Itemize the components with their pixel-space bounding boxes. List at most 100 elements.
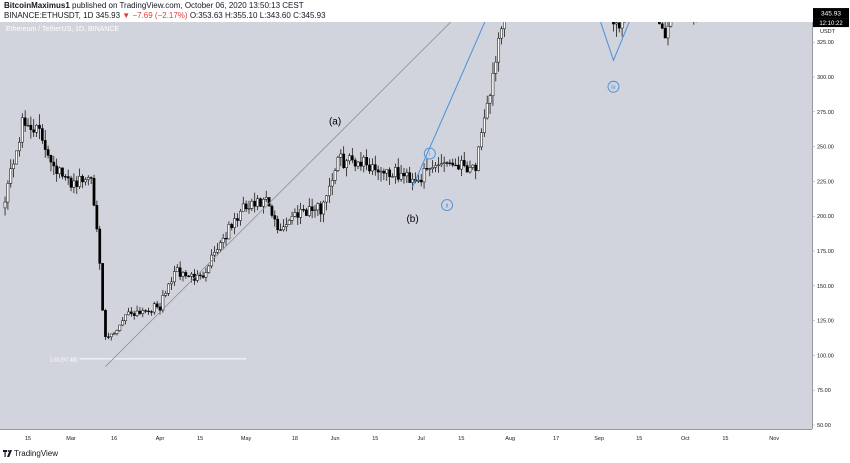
candle-up	[362, 156, 366, 167]
candle-down	[101, 263, 104, 311]
time-tick-label: 15	[372, 436, 378, 442]
candle-down	[454, 164, 457, 167]
candle-down	[198, 274, 202, 277]
candle-down	[276, 218, 280, 230]
price-tick-label: 100.00	[817, 353, 834, 359]
candle-up	[241, 203, 245, 212]
candle-up	[26, 124, 30, 127]
candle-up	[482, 117, 486, 133]
candle-down	[150, 311, 153, 313]
symbol-name: BINANCE:ETHUSDT, 1D	[4, 11, 94, 20]
high-value: H:355.10	[224, 11, 258, 20]
candle-up	[84, 179, 87, 183]
chart-plot-area[interactable]	[0, 22, 812, 429]
candle-down	[41, 128, 44, 141]
candle-down	[457, 164, 460, 170]
footer-brand[interactable]: TradingView	[14, 449, 59, 458]
candle-up	[385, 169, 389, 174]
candle-up	[422, 168, 426, 183]
candle-down	[253, 200, 257, 207]
close-value: C:345.93	[293, 11, 326, 20]
candle-up	[264, 197, 268, 200]
candle-down	[382, 170, 386, 174]
candle-down	[474, 164, 478, 171]
candle-down	[658, 22, 661, 25]
publish-info: published on TradingView.com, October 06…	[69, 1, 304, 10]
price-axis[interactable]	[812, 22, 850, 429]
candle-up	[339, 153, 343, 158]
time-tick-label: 15	[197, 436, 203, 442]
candle-up	[3, 201, 7, 209]
candle-down	[201, 275, 205, 278]
candle-up	[72, 180, 76, 188]
candle-up	[477, 146, 480, 171]
candle-up	[399, 172, 403, 180]
candle-up	[9, 168, 13, 184]
candle-up	[371, 164, 374, 172]
candle-down	[147, 310, 150, 313]
candle-down	[29, 124, 33, 131]
candle-up	[58, 167, 61, 174]
candle-up	[431, 167, 435, 170]
candle-up	[684, 0, 686, 10]
candle-down	[273, 215, 277, 220]
candle-down	[693, 3, 695, 18]
candle-up	[170, 281, 173, 285]
candle-down	[95, 205, 99, 230]
candle-up	[356, 161, 360, 167]
price-axis-labels: 50.00 75.00 100.00 125.00 150.00 175.00 200.00…	[812, 8, 849, 429]
candle-up	[112, 333, 116, 335]
candle-down	[75, 180, 79, 187]
candle-down	[305, 209, 308, 216]
candle-down	[129, 311, 133, 314]
time-tick-label: 15	[722, 436, 728, 442]
candle-down	[52, 161, 56, 167]
candle-down	[49, 155, 53, 163]
candle-up	[173, 271, 176, 283]
candle-up	[109, 333, 113, 338]
candle-down	[373, 164, 377, 171]
candle-up	[152, 303, 156, 313]
time-tick-label: 15	[25, 436, 31, 442]
candle-down	[681, 0, 683, 10]
time-axis[interactable]	[0, 429, 812, 445]
candle-up	[86, 177, 90, 180]
candle-down	[267, 197, 271, 207]
candle-up	[460, 160, 463, 170]
candle-down	[353, 159, 357, 167]
candle-down	[23, 117, 27, 126]
candle-down	[89, 177, 93, 179]
price-tick-label: 250.00	[817, 145, 834, 151]
candle-up	[696, 11, 698, 18]
candle-down	[279, 229, 282, 231]
candle-up	[221, 237, 225, 243]
author-name[interactable]: BitcoinMaximus1	[4, 1, 70, 10]
candle-down	[178, 267, 182, 277]
open-value: O:353.63	[189, 11, 223, 20]
candle-up	[394, 167, 397, 177]
wave-label: ii	[446, 203, 449, 209]
candle-up	[328, 185, 331, 197]
candle-down	[408, 172, 412, 183]
countdown-badge	[813, 18, 849, 28]
candle-down	[687, 0, 689, 8]
time-tick-label: 16	[111, 436, 117, 442]
candle-up	[6, 183, 10, 203]
candle-up	[175, 267, 179, 272]
candle-down	[61, 167, 64, 177]
price-tick-label: 300.00	[817, 75, 834, 81]
symbol-line: BINANCE:ETHUSDT, 1D 345.93 ▼ −7.69 (−2.1…	[4, 11, 326, 20]
candle-up	[316, 203, 320, 211]
candle-up	[471, 164, 475, 168]
publish-line: BitcoinMaximus1 published on TradingView…	[4, 1, 304, 10]
wave-label: (b)	[406, 214, 418, 225]
candle-up	[213, 252, 216, 256]
price-tick-label: 200.00	[817, 214, 834, 220]
price-tick-label: 275.00	[817, 110, 834, 116]
candle-down	[244, 203, 248, 210]
candle-up	[20, 117, 24, 143]
candle-down	[158, 306, 162, 311]
candle-down	[144, 310, 148, 312]
